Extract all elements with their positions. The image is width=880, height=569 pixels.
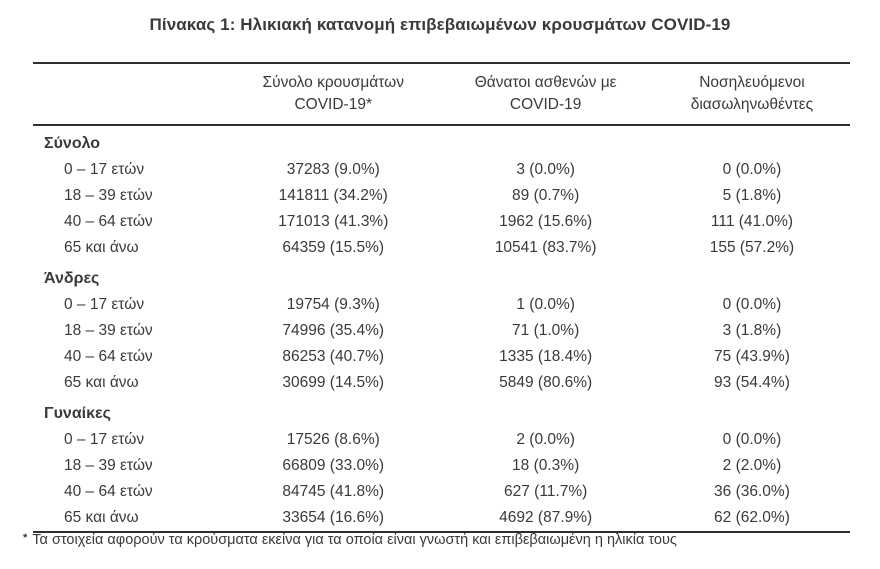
header-line: COVID-19 xyxy=(509,96,582,113)
header-cell-empty xyxy=(33,63,230,126)
age-group-label: 18 – 39 ετών xyxy=(64,187,153,204)
section-label-women: Γυναίκες xyxy=(44,405,111,422)
intubated-value: 75 (43.9%) xyxy=(714,348,790,365)
age-group-label: 40 – 64 ετών xyxy=(64,483,153,500)
cases-value: 17526 (8.6%) xyxy=(286,431,380,448)
table-row: 40 – 64 ετών 84745 (41.8%) 627 (11.7%) 3… xyxy=(33,479,850,505)
deaths-value: 10541 (83.7%) xyxy=(494,239,597,256)
intubated-value: 111 (41.0%) xyxy=(710,213,794,230)
intubated-value: 93 (54.4%) xyxy=(714,374,790,391)
table-title: Πίνακας 1: Ηλικιακή κατανομή επιβεβαιωμέ… xyxy=(149,15,731,34)
deaths-value: 2 (0.0%) xyxy=(516,431,575,448)
intubated-value: 155 (57.2%) xyxy=(709,239,795,256)
header-cell-intubated: Νοσηλευόμενοι διασωληνωθέντες xyxy=(653,63,850,126)
deaths-value: 1962 (15.6%) xyxy=(499,213,593,230)
footnote: * Τα στοιχεία αφορούν τα κρούσματα εκείνα… xyxy=(23,531,857,550)
header-line: COVID-19* xyxy=(294,96,372,113)
table-row: 0 – 17 ετών 37283 (9.0%) 3 (0.0%) 0 (0.0… xyxy=(33,157,850,183)
age-group-label: 0 – 17 ετών xyxy=(64,296,145,313)
table-row: 65 και άνω 33654 (16.6%) 4692 (87.9%) 62… xyxy=(33,505,850,532)
deaths-value: 627 (11.7%) xyxy=(504,483,588,500)
cases-value: 64359 (15.5%) xyxy=(282,239,385,256)
cases-value: 141811 (34.2%) xyxy=(278,187,388,204)
intubated-value: 0 (0.0%) xyxy=(722,296,782,313)
age-group-label: 40 – 64 ετών xyxy=(64,213,153,230)
header-cell-total-cases: Σύνολο κρουσμάτων COVID-19* xyxy=(229,63,438,126)
table-row: 40 – 64 ετών 86253 (40.7%) 1335 (18.4%) … xyxy=(33,344,850,370)
section-label-men: Άνδρες xyxy=(44,270,100,287)
age-group-label: 18 – 39 ετών xyxy=(64,457,153,474)
table-row: 18 – 39 ετών 66809 (33.0%) 18 (0.3%) 2 (… xyxy=(33,453,850,479)
section-header-row: Άνδρες xyxy=(33,261,850,292)
table-row: 18 – 39 ετών 141811 (34.2%) 89 (0.7%) 5 … xyxy=(33,183,850,209)
section-header-row: Σύνολο xyxy=(33,125,850,157)
footnote-marker: * xyxy=(23,532,28,544)
deaths-value: 1 (0.0%) xyxy=(516,296,575,313)
section-header-row: Γυναίκες xyxy=(33,396,850,427)
intubated-value: 2 (2.0%) xyxy=(722,457,782,474)
deaths-value: 71 (1.0%) xyxy=(512,322,580,339)
footnote-text: Τα στοιχεία αφορούν τα κρούσματα εκείνα … xyxy=(32,532,677,548)
cases-value: 84745 (41.8%) xyxy=(282,483,385,500)
table-row: 18 – 39 ετών 74996 (35.4%) 71 (1.0%) 3 (… xyxy=(33,318,850,344)
intubated-value: 5 (1.8%) xyxy=(722,187,782,204)
intubated-value: 36 (36.0%) xyxy=(714,483,790,500)
table-row: 65 και άνω 30699 (14.5%) 5849 (80.6%) 93… xyxy=(33,370,850,396)
cases-value: 33654 (16.6%) xyxy=(282,509,385,526)
deaths-value: 3 (0.0%) xyxy=(516,161,575,178)
deaths-value: 4692 (87.9%) xyxy=(499,509,593,526)
cases-value: 19754 (9.3%) xyxy=(286,296,380,313)
cases-value: 30699 (14.5%) xyxy=(282,374,385,391)
age-group-label: 65 και άνω xyxy=(64,374,139,391)
age-group-label: 18 – 39 ετών xyxy=(64,322,153,339)
age-group-label: 0 – 17 ετών xyxy=(64,431,145,448)
header-line: Νοσηλευόμενοι xyxy=(699,74,805,91)
cases-value: 66809 (33.0%) xyxy=(282,457,385,474)
table-row: 65 και άνω 64359 (15.5%) 10541 (83.7%) 1… xyxy=(33,235,850,261)
deaths-value: 18 (0.3%) xyxy=(512,457,580,474)
deaths-value: 89 (0.7%) xyxy=(512,187,580,204)
section-label-total: Σύνολο xyxy=(44,135,101,152)
intubated-value: 3 (1.8%) xyxy=(722,322,782,339)
intubated-value: 0 (0.0%) xyxy=(722,161,782,178)
header-line: διασωληνωθέντες xyxy=(690,96,814,113)
age-group-label: 40 – 64 ετών xyxy=(64,348,153,365)
cases-value: 86253 (40.7%) xyxy=(282,348,385,365)
table-row: 0 – 17 ετών 17526 (8.6%) 2 (0.0%) 0 (0.0… xyxy=(33,427,850,453)
header-row: Σύνολο κρουσμάτων COVID-19* Θάνατοι ασθε… xyxy=(33,63,850,126)
header-cell-deaths: Θάνατοι ασθενών με COVID-19 xyxy=(437,63,654,126)
header-line: Θάνατοι ασθενών με xyxy=(474,74,617,91)
deaths-value: 1335 (18.4%) xyxy=(499,348,593,365)
age-group-label: 0 – 17 ετών xyxy=(64,161,145,178)
header-line: Σύνολο κρουσμάτων xyxy=(262,74,404,91)
cases-value: 171013 (41.3%) xyxy=(278,213,389,230)
age-group-label: 65 και άνω xyxy=(64,239,139,256)
age-group-label: 65 και άνω xyxy=(64,509,139,526)
covid-age-distribution-table: Σύνολο κρουσμάτων COVID-19* Θάνατοι ασθε… xyxy=(33,62,850,533)
cases-value: 37283 (9.0%) xyxy=(286,161,380,178)
table-row: 40 – 64 ετών 171013 (41.3%) 1962 (15.6%)… xyxy=(33,209,850,235)
intubated-value: 62 (62.0%) xyxy=(714,509,790,526)
table-row: 0 – 17 ετών 19754 (9.3%) 1 (0.0%) 0 (0.0… xyxy=(33,292,850,318)
table-header: Σύνολο κρουσμάτων COVID-19* Θάνατοι ασθε… xyxy=(33,63,850,126)
intubated-value: 0 (0.0%) xyxy=(722,431,782,448)
cases-value: 74996 (35.4%) xyxy=(282,322,385,339)
deaths-value: 5849 (80.6%) xyxy=(499,374,593,391)
